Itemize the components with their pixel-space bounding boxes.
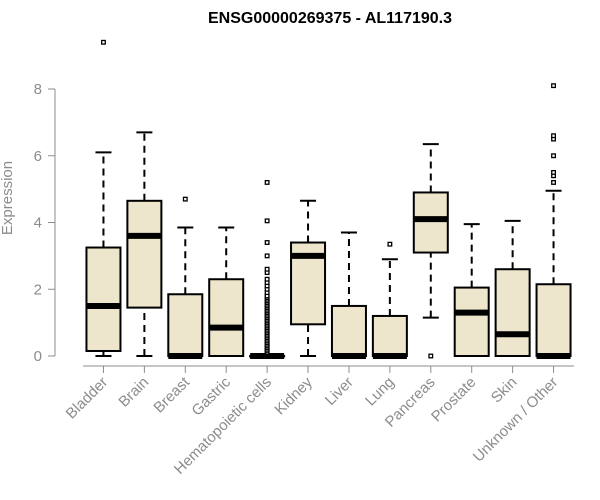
outlier-point: [551, 179, 556, 185]
box-group: [85, 39, 122, 357]
box: [126, 199, 163, 309]
outlier-point: [551, 83, 556, 89]
x-tick-label: Liver: [322, 374, 357, 409]
box: [85, 246, 122, 352]
y-tick-label: 2: [34, 281, 42, 298]
y-tick-label: 0: [34, 348, 42, 365]
y-tick-label: 8: [34, 81, 42, 98]
box-group: [208, 226, 245, 357]
outlier-point: [551, 133, 556, 139]
box-group: [412, 143, 449, 359]
box: [535, 283, 572, 357]
y-tick-label: 4: [34, 215, 42, 232]
outlier-point: [264, 253, 270, 259]
outlier-point: [264, 266, 270, 272]
y-axis-label: Expression: [0, 161, 16, 235]
box: [453, 286, 490, 357]
y-tick-label: 6: [34, 148, 42, 165]
x-tick-label: Kidney: [271, 373, 316, 418]
box: [208, 278, 245, 357]
outlier-point: [264, 276, 270, 282]
x-tick-label: Lung: [362, 374, 398, 410]
outlier-point: [428, 353, 434, 359]
box-group: [249, 179, 286, 359]
box-group: [535, 83, 572, 359]
box-group: [330, 231, 367, 359]
x-tick-label: Skin: [488, 374, 521, 407]
box-group: [126, 131, 163, 357]
box: [494, 268, 531, 358]
outlier-point: [101, 39, 106, 45]
outlier-point: [551, 153, 556, 159]
chart-title: ENSG00000269375 - AL117190.3: [208, 10, 452, 27]
box: [167, 293, 204, 358]
outlier-point: [264, 218, 270, 224]
x-tick-label: Bladder: [63, 374, 112, 423]
outlier-point: [264, 240, 270, 245]
box-group: [167, 196, 204, 359]
x-tick-label: Brain: [115, 374, 152, 411]
outlier-point: [264, 179, 270, 185]
box-group: [494, 219, 531, 358]
outlier-point: [387, 241, 393, 247]
outlier-point: [182, 196, 188, 202]
x-tick-label: Breast: [150, 373, 193, 416]
box: [412, 191, 449, 254]
box-group: [371, 241, 408, 359]
box: [371, 314, 408, 358]
box-group: [290, 199, 327, 357]
plot-area: [85, 39, 572, 359]
outlier-point: [551, 169, 556, 175]
box: [330, 304, 367, 357]
y-axis: 0 2 4 6 8: [34, 81, 56, 365]
x-tick-label: Prostate: [428, 374, 480, 426]
box-group: [453, 223, 490, 357]
